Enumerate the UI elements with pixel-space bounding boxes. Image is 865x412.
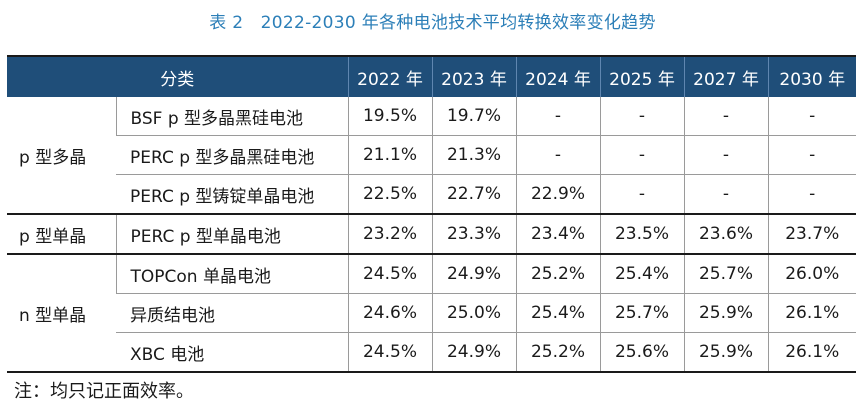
efficiency-value: 23.2% — [347, 214, 432, 255]
table-row: p 型单晶 PERC p 型单晶电池 23.2% 23.3% 23.4% 23.5% 23.… — [7, 214, 856, 255]
efficiency-value: 23.6% — [683, 214, 768, 255]
efficiency-value: 25.7% — [599, 293, 684, 333]
efficiency-value: - — [515, 135, 600, 175]
group-label: p 型多晶 — [7, 97, 116, 215]
efficiency-value: - — [683, 97, 768, 136]
header-row: 分类 2022 年 2023 年 2024 年 2025 年 2027 年 2030 年 — [7, 55, 856, 97]
table-note: 注：均只记正面效率。 — [14, 381, 194, 402]
efficiency-value: 25.2% — [515, 254, 600, 294]
efficiency-value: - — [767, 174, 856, 215]
efficiency-value: 23.4% — [515, 214, 600, 255]
efficiency-value: 22.7% — [431, 174, 516, 215]
efficiency-table: 分类 2022 年 2023 年 2024 年 2025 年 2027 年 2030 年 … — [7, 55, 856, 373]
efficiency-value: 25.7% — [683, 254, 768, 294]
year-header: 2025 年 — [599, 55, 684, 97]
cell-type-name: PERC p 型铸锭单晶电池 — [116, 174, 348, 215]
efficiency-value: - — [599, 174, 684, 215]
cell-type-name: XBC 电池 — [116, 332, 348, 373]
efficiency-value: 24.9% — [431, 254, 516, 294]
efficiency-value: - — [767, 135, 856, 175]
cell-type-name: 异质结电池 — [116, 293, 348, 333]
efficiency-value: 25.6% — [599, 332, 684, 373]
year-header: 2027 年 — [683, 55, 768, 97]
efficiency-value: 25.4% — [599, 254, 684, 294]
efficiency-value: 24.6% — [347, 293, 432, 333]
efficiency-value: - — [599, 135, 684, 175]
table-row: n 型单晶 TOPCon 单晶电池 24.5% 24.9% 25.2% 25.4% 25.7… — [7, 254, 856, 373]
table-row: PERC p 型铸锭单晶电池 22.5% 22.7% 22.9% - - - — [7, 174, 856, 215]
efficiency-value: 26.0% — [767, 254, 856, 294]
cell-type-name: BSF p 型多晶黑硅电池 — [115, 97, 348, 136]
group-label: p 型单晶 — [7, 214, 116, 255]
efficiency-value: 25.4% — [515, 293, 600, 333]
efficiency-value: - — [515, 97, 600, 136]
efficiency-value: 21.1% — [347, 135, 432, 175]
efficiency-value: - — [683, 135, 768, 175]
efficiency-value: 26.1% — [767, 332, 856, 373]
efficiency-value: 25.9% — [683, 332, 768, 373]
table-body: p 型多晶 BSF p 型多晶黑硅电池 19.5% 19.7% - - - - PERC p 型… — [7, 97, 856, 373]
table-row: p 型多晶 BSF p 型多晶黑硅电池 19.5% 19.7% - - - - — [7, 97, 856, 215]
cell-type-name: TOPCon 单晶电池 — [115, 254, 348, 294]
category-header: 分类 — [7, 55, 348, 97]
year-header: 2023 年 — [431, 55, 516, 97]
cell-type-name: PERC p 型单晶电池 — [115, 214, 348, 255]
table-caption: 表 2 2022-2030 年各种电池技术平均转换效率变化趋势 — [209, 13, 656, 33]
efficiency-value: 23.5% — [599, 214, 684, 255]
efficiency-value: 19.5% — [347, 97, 432, 136]
efficiency-value: 24.9% — [431, 332, 516, 373]
efficiency-value: 23.7% — [767, 214, 856, 255]
efficiency-value: 24.5% — [347, 332, 432, 373]
cell-type-name: PERC p 型多晶黑硅电池 — [116, 135, 348, 175]
efficiency-value: 26.1% — [767, 293, 856, 333]
group-label: n 型单晶 — [7, 254, 116, 373]
efficiency-value: 23.3% — [431, 214, 516, 255]
table-row: XBC 电池 24.5% 24.9% 25.2% 25.6% 25.9% 26.1% — [7, 332, 856, 373]
efficiency-value: 21.3% — [431, 135, 516, 175]
efficiency-value: 24.5% — [347, 254, 432, 294]
efficiency-value: 25.2% — [515, 332, 600, 373]
efficiency-value: 25.9% — [683, 293, 768, 333]
table-row: PERC p 型多晶黑硅电池 21.1% 21.3% - - - - — [7, 135, 856, 175]
efficiency-value: 25.0% — [431, 293, 516, 333]
table-header: 分类 2022 年 2023 年 2024 年 2025 年 2027 年 2030 年 — [7, 55, 856, 97]
year-header: 2022 年 — [347, 55, 432, 97]
efficiency-value: 22.5% — [347, 174, 432, 215]
efficiency-value: 19.7% — [431, 97, 516, 136]
efficiency-value: - — [767, 97, 856, 136]
year-header: 2024 年 — [515, 55, 600, 97]
efficiency-value: - — [599, 97, 684, 136]
efficiency-value: - — [683, 174, 768, 215]
efficiency-value: 22.9% — [515, 174, 600, 215]
table-row: 异质结电池 24.6% 25.0% 25.4% 25.7% 25.9% 26.1% — [7, 293, 856, 333]
year-header: 2030 年 — [767, 55, 856, 97]
